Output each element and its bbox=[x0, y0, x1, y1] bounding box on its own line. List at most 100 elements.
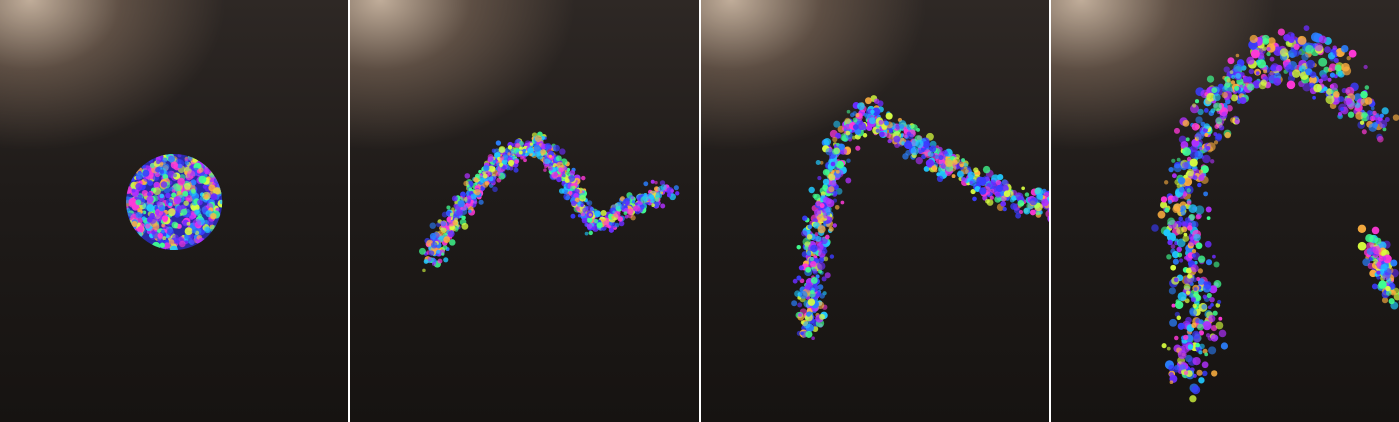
particle bbox=[614, 202, 623, 210]
particle bbox=[1189, 149, 1199, 159]
particle bbox=[937, 155, 943, 161]
particle bbox=[984, 198, 990, 204]
particle bbox=[1215, 302, 1220, 308]
particle bbox=[1216, 299, 1221, 305]
particle bbox=[1191, 322, 1197, 328]
particle bbox=[811, 268, 817, 274]
particle bbox=[796, 302, 802, 308]
particle bbox=[155, 210, 160, 216]
particle bbox=[1363, 64, 1368, 70]
particle bbox=[1168, 318, 1177, 327]
particle bbox=[168, 239, 175, 245]
particle bbox=[461, 215, 467, 220]
particle bbox=[513, 167, 519, 173]
particle bbox=[1381, 107, 1389, 115]
particle bbox=[160, 169, 164, 174]
particle bbox=[478, 199, 484, 205]
particle bbox=[1177, 322, 1185, 330]
particle bbox=[1240, 65, 1247, 71]
frame-3-arch bbox=[700, 0, 1049, 422]
particle bbox=[1341, 66, 1351, 76]
particle bbox=[579, 192, 587, 200]
particle bbox=[936, 175, 943, 183]
particle bbox=[429, 250, 435, 256]
particle bbox=[430, 232, 437, 240]
particle bbox=[996, 174, 1003, 181]
particle-dispersed bbox=[1150, 25, 1399, 403]
particle bbox=[875, 128, 880, 133]
particle bbox=[1203, 108, 1209, 113]
particle bbox=[198, 213, 203, 218]
particle bbox=[1170, 244, 1176, 249]
particle bbox=[146, 204, 155, 212]
particle bbox=[594, 210, 602, 218]
particle bbox=[809, 260, 816, 268]
particle bbox=[831, 148, 839, 155]
particle bbox=[1210, 334, 1218, 342]
particle bbox=[1189, 308, 1197, 317]
particle bbox=[1378, 256, 1383, 262]
particle bbox=[163, 242, 171, 249]
particle bbox=[885, 112, 893, 120]
particle bbox=[171, 192, 177, 198]
particle bbox=[591, 226, 596, 231]
particle bbox=[492, 186, 499, 193]
particle bbox=[906, 133, 914, 140]
particle bbox=[1167, 239, 1173, 246]
particle bbox=[193, 204, 200, 211]
particle bbox=[1262, 38, 1269, 45]
particle bbox=[470, 199, 475, 204]
particle bbox=[558, 167, 564, 173]
particle bbox=[1009, 197, 1015, 203]
particle bbox=[464, 173, 471, 179]
particle bbox=[878, 131, 885, 138]
particle bbox=[1188, 204, 1197, 213]
particle bbox=[194, 209, 200, 215]
particle bbox=[670, 189, 675, 193]
particle bbox=[156, 201, 164, 208]
particle bbox=[1317, 57, 1327, 67]
particle bbox=[1178, 186, 1185, 193]
particle bbox=[820, 191, 826, 197]
particle bbox=[1009, 202, 1017, 210]
particle bbox=[559, 148, 566, 155]
particle bbox=[1313, 83, 1322, 93]
particle bbox=[1215, 117, 1222, 125]
particle bbox=[1188, 239, 1195, 247]
particle bbox=[570, 213, 576, 219]
particle bbox=[159, 242, 166, 248]
particle bbox=[844, 177, 851, 184]
particle bbox=[623, 211, 628, 215]
particle bbox=[443, 257, 449, 263]
particle bbox=[1202, 348, 1208, 354]
particle bbox=[1327, 77, 1332, 82]
particle bbox=[1176, 252, 1182, 258]
particle bbox=[809, 290, 814, 295]
particle bbox=[136, 231, 143, 238]
particle bbox=[473, 177, 479, 183]
particle bbox=[148, 215, 157, 224]
frame-2-bent-tube bbox=[350, 0, 699, 422]
particle bbox=[657, 185, 665, 193]
particle bbox=[201, 206, 208, 213]
particle bbox=[1364, 85, 1369, 90]
particle bbox=[802, 321, 810, 329]
particle bbox=[1325, 95, 1335, 105]
particle bbox=[1213, 140, 1218, 145]
particle bbox=[1230, 80, 1235, 85]
particle bbox=[822, 137, 831, 146]
particle bbox=[1334, 64, 1342, 72]
particle bbox=[1390, 289, 1396, 296]
particle bbox=[1366, 110, 1373, 116]
particle bbox=[1201, 361, 1209, 369]
particle bbox=[1203, 281, 1212, 290]
particle bbox=[1376, 275, 1381, 280]
particle bbox=[888, 128, 893, 133]
particle bbox=[581, 217, 588, 224]
particle bbox=[469, 190, 474, 195]
particle bbox=[1246, 56, 1255, 65]
particle bbox=[1183, 370, 1188, 376]
particle bbox=[883, 120, 889, 126]
particle bbox=[1230, 74, 1236, 79]
particle bbox=[563, 166, 568, 171]
